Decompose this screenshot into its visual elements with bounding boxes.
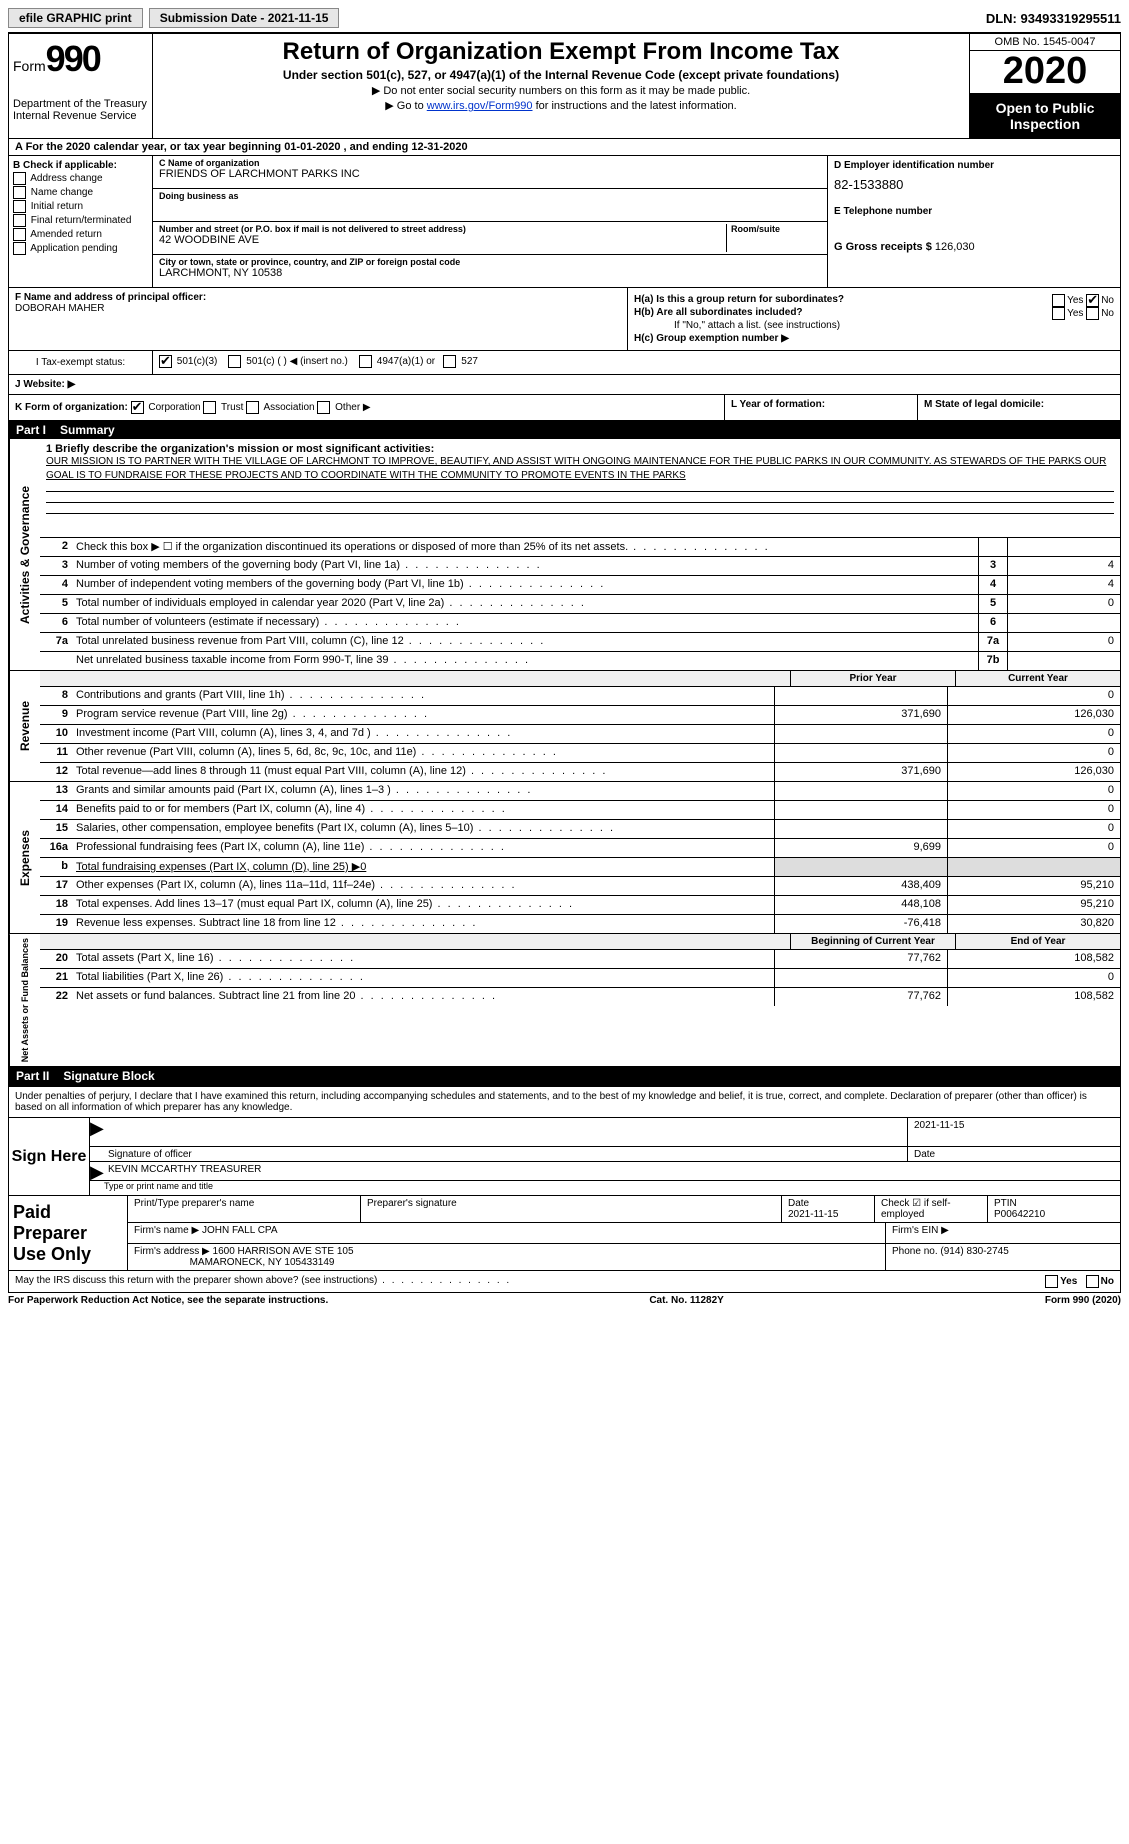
perjury-declaration: Under penalties of perjury, I declare th… bbox=[9, 1087, 1120, 1118]
sig-date: 2021-11-15 bbox=[907, 1118, 1120, 1146]
ssn-note: ▶ Do not enter social security numbers o… bbox=[161, 84, 961, 97]
table-row: 3Number of voting members of the governi… bbox=[40, 557, 1120, 576]
table-row: 6Total number of volunteers (estimate if… bbox=[40, 614, 1120, 633]
table-row: 21Total liabilities (Part X, line 26)0 bbox=[40, 969, 1120, 988]
paid-preparer-label: Paid Preparer Use Only bbox=[9, 1196, 128, 1270]
efile-button[interactable]: efile GRAPHIC print bbox=[8, 8, 143, 28]
principal-officer: DOBORAH MAHER bbox=[15, 303, 104, 314]
mission-block: 1 Briefly describe the organization's mi… bbox=[40, 439, 1120, 538]
table-row: 18Total expenses. Add lines 13–17 (must … bbox=[40, 896, 1120, 915]
box-c: C Name of organization FRIENDS OF LARCHM… bbox=[153, 156, 828, 287]
revenue-label: Revenue bbox=[9, 671, 40, 781]
ein-value: 82-1533880 bbox=[834, 177, 1114, 192]
table-row: Net unrelated business taxable income fr… bbox=[40, 652, 1120, 670]
table-row: bTotal fundraising expenses (Part IX, co… bbox=[40, 858, 1120, 877]
tax-year: 2020 bbox=[970, 51, 1120, 94]
website-row: J Website: ▶ bbox=[8, 375, 1121, 395]
box-d: D Employer identification number 82-1533… bbox=[828, 156, 1120, 287]
table-row: 2Check this box ▶ ☐ if the organization … bbox=[40, 538, 1120, 557]
signature-block: Under penalties of perjury, I declare th… bbox=[8, 1085, 1121, 1271]
table-row: 16aProfessional fundraising fees (Part I… bbox=[40, 839, 1120, 858]
form-header: Form990 Department of the Treasury Inter… bbox=[8, 32, 1121, 139]
street-address: 42 WOODBINE AVE bbox=[159, 234, 726, 246]
sign-here-label: Sign Here bbox=[9, 1118, 90, 1195]
governance-section: Activities & Governance 1 Briefly descri… bbox=[8, 439, 1121, 671]
officer-group-row: F Name and address of principal officer:… bbox=[8, 288, 1121, 351]
expenses-section: Expenses 13Grants and similar amounts pa… bbox=[8, 782, 1121, 934]
firm-addr1: 1600 HARRISON AVE STE 105 bbox=[213, 1246, 354, 1257]
net-assets-section: Net Assets or Fund Balances Beginning of… bbox=[8, 934, 1121, 1067]
city-state-zip: LARCHMONT, NY 10538 bbox=[159, 267, 821, 279]
part1-header: Part ISummary bbox=[8, 421, 1121, 439]
department-text: Department of the Treasury Internal Reve… bbox=[13, 98, 148, 122]
net-headers: Beginning of Current Year End of Year bbox=[40, 934, 1120, 950]
year-headers: Prior Year Current Year bbox=[40, 671, 1120, 687]
inspection-badge: Open to Public Inspection bbox=[970, 94, 1120, 138]
footer-line: For Paperwork Reduction Act Notice, see … bbox=[8, 1295, 1121, 1306]
table-row: 8Contributions and grants (Part VIII, li… bbox=[40, 687, 1120, 706]
table-row: 19Revenue less expenses. Subtract line 1… bbox=[40, 915, 1120, 933]
table-row: 11Other revenue (Part VIII, column (A), … bbox=[40, 744, 1120, 763]
table-row: 17Other expenses (Part IX, column (A), l… bbox=[40, 877, 1120, 896]
gross-receipts: 126,030 bbox=[935, 241, 975, 253]
form-number: 990 bbox=[46, 38, 100, 79]
table-row: 14Benefits paid to or for members (Part … bbox=[40, 801, 1120, 820]
table-row: 4Number of independent voting members of… bbox=[40, 576, 1120, 595]
top-bar: efile GRAPHIC print Submission Date - 20… bbox=[8, 8, 1121, 28]
dln-text: DLN: 93493319295511 bbox=[986, 11, 1121, 26]
entity-info-row: B Check if applicable: Address change Na… bbox=[8, 156, 1121, 288]
box-f: F Name and address of principal officer:… bbox=[9, 288, 628, 350]
table-row: 9Program service revenue (Part VIII, lin… bbox=[40, 706, 1120, 725]
instructions-note: ▶ Go to www.irs.gov/Form990 for instruct… bbox=[161, 99, 961, 112]
revenue-section: Revenue Prior Year Current Year 8Contrib… bbox=[8, 671, 1121, 782]
section-a-period: A For the 2020 calendar year, or tax yea… bbox=[8, 139, 1121, 156]
box-h: H(a) Is this a group return for subordin… bbox=[628, 288, 1120, 350]
irs-discuss-row: May the IRS discuss this return with the… bbox=[8, 1271, 1121, 1293]
box-b: B Check if applicable: Address change Na… bbox=[9, 156, 153, 287]
table-row: 12Total revenue—add lines 8 through 11 (… bbox=[40, 763, 1120, 781]
org-name: FRIENDS OF LARCHMONT PARKS INC bbox=[159, 168, 821, 180]
officer-name: KEVIN MCCARTHY TREASURER bbox=[102, 1162, 1120, 1180]
preparer-block: Paid Preparer Use Only Print/Type prepar… bbox=[9, 1195, 1120, 1270]
net-assets-label: Net Assets or Fund Balances bbox=[9, 934, 40, 1066]
ptin: P00642210 bbox=[994, 1209, 1045, 1220]
firm-name: JOHN FALL CPA bbox=[202, 1225, 278, 1236]
firm-phone: (914) 830-2745 bbox=[940, 1246, 1008, 1257]
omb-number: OMB No. 1545-0047 bbox=[970, 34, 1120, 51]
irs-link[interactable]: www.irs.gov/Form990 bbox=[427, 100, 533, 112]
table-row: 5Total number of individuals employed in… bbox=[40, 595, 1120, 614]
submission-date-button[interactable]: Submission Date - 2021-11-15 bbox=[149, 8, 340, 28]
table-row: 7aTotal unrelated business revenue from … bbox=[40, 633, 1120, 652]
table-row: 20Total assets (Part X, line 16)77,76210… bbox=[40, 950, 1120, 969]
part2-header: Part IISignature Block bbox=[8, 1067, 1121, 1085]
table-row: 22Net assets or fund balances. Subtract … bbox=[40, 988, 1120, 1006]
tax-status-row: I Tax-exempt status: 501(c)(3) 501(c) ( … bbox=[8, 351, 1121, 375]
expenses-label: Expenses bbox=[9, 782, 40, 933]
mission-text: OUR MISSION IS TO PARTNER WITH THE VILLA… bbox=[46, 455, 1114, 483]
form-label: Form990 bbox=[13, 38, 148, 80]
form-title: Return of Organization Exempt From Incom… bbox=[161, 38, 961, 66]
form-subtitle: Under section 501(c), 527, or 4947(a)(1)… bbox=[161, 68, 961, 82]
table-row: 10Investment income (Part VIII, column (… bbox=[40, 725, 1120, 744]
firm-addr2: MAMARONECK, NY 105433149 bbox=[190, 1257, 335, 1268]
klm-row: K Form of organization: Corporation Trus… bbox=[8, 395, 1121, 421]
governance-label: Activities & Governance bbox=[9, 439, 40, 670]
table-row: 13Grants and similar amounts paid (Part … bbox=[40, 782, 1120, 801]
table-row: 15Salaries, other compensation, employee… bbox=[40, 820, 1120, 839]
